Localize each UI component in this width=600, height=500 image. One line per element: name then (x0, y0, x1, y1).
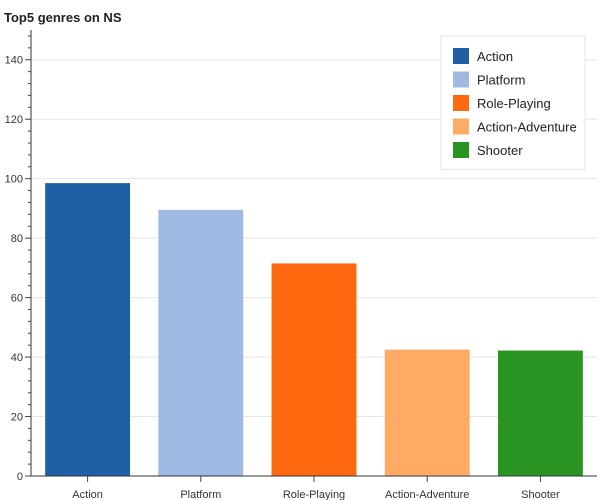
legend-swatch (453, 48, 469, 64)
bar-platform (158, 209, 244, 477)
legend-swatch (453, 95, 469, 111)
legend-swatch (453, 71, 469, 88)
y-tick-label: 0 (17, 471, 23, 483)
legend: Action Platform Role-Playing Action-Adventu… (440, 35, 586, 170)
y-axis-ticks: 0 20 40 60 80 100 120 140 (5, 35, 31, 483)
y-tick-label: 40 (11, 352, 23, 364)
bar-shooter (497, 350, 583, 476)
legend-swatch (453, 142, 469, 158)
x-tick-label: Action-Adventure (385, 489, 469, 500)
x-axis-ticks: Action Platform Role-Playing Action-Adventu… (72, 476, 560, 500)
y-tick-label: 60 (11, 293, 23, 305)
y-tick-label: 120 (5, 114, 23, 126)
x-tick-label: Role-Playing (283, 489, 345, 500)
legend-label: Role-Playing (477, 96, 551, 111)
x-tick-label: Shooter (521, 489, 560, 500)
x-tick-label: Platform (180, 489, 221, 500)
y-tick-label: 20 (11, 412, 23, 424)
legend-label: Shooter (477, 143, 523, 158)
bar-action-adventure (384, 349, 470, 476)
y-tick-label: 100 (5, 174, 23, 186)
bar-role-playing (271, 263, 357, 476)
bars (45, 183, 583, 477)
legend-label: Action-Adventure (477, 120, 577, 135)
y-tick-label: 80 (11, 233, 23, 245)
x-tick-label: Action (72, 489, 103, 500)
legend-label: Action (477, 49, 513, 64)
bar-action (45, 183, 131, 477)
legend-swatch (453, 118, 469, 135)
y-tick-label: 140 (5, 55, 23, 67)
chart-title: Top5 genres on NS (4, 10, 122, 25)
legend-label: Platform (477, 73, 525, 88)
